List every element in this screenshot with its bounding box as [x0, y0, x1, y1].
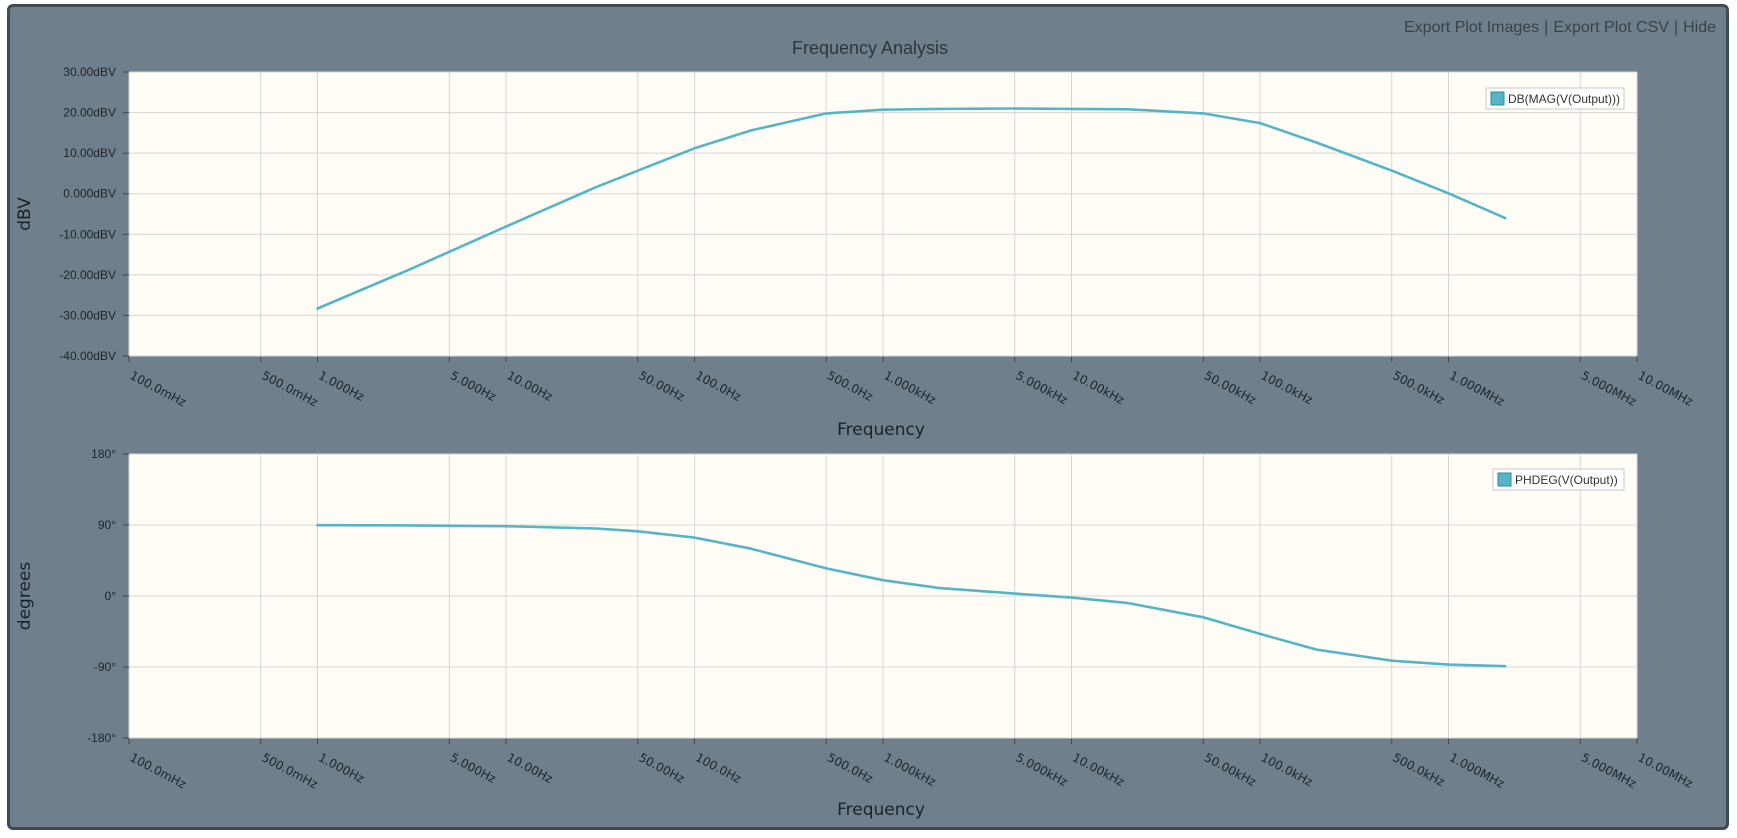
- x-tick-label: 5.000Hz: [448, 750, 498, 786]
- x-tick-label: 50.00Hz: [636, 368, 686, 404]
- x-tick-label: 5.000kHz: [1013, 368, 1070, 407]
- x-tick-label: 5.000kHz: [1013, 750, 1070, 789]
- phase-y-axis-title: degrees: [15, 562, 35, 631]
- y-tick-label: 30.00dBV: [63, 65, 116, 79]
- y-tick-label: -90°: [94, 660, 116, 674]
- y-tick-label: -20.00dBV: [59, 268, 116, 282]
- legend-series-name: PHDEG(V(Output)): [1515, 473, 1618, 487]
- legend-box: [1492, 468, 1625, 491]
- x-tick-label: 1.000kHz: [882, 368, 939, 407]
- magnitude-x-axis-title: Frequency: [837, 420, 925, 440]
- legend-swatch: [1497, 472, 1512, 487]
- magnitude-series: [316, 107, 1507, 310]
- x-tick-label: 500.0Hz: [825, 750, 875, 786]
- x-tick-label: 50.00kHz: [1202, 750, 1259, 789]
- phase-plot: 180°90°0°-90°-180° 100.0mHz 500.0mHz1.000…: [15, 447, 1695, 820]
- x-tick-label: 500.0kHz: [1390, 368, 1447, 407]
- x-tick-label: 10.00Hz: [505, 368, 555, 404]
- x-tick-label: 50.00kHz: [1202, 368, 1259, 407]
- magnitude-y-axis-title: dBV: [15, 197, 35, 231]
- export-plot-csv-link[interactable]: Export Plot CSV: [1553, 19, 1669, 36]
- legend-series-name: DB(MAG(V(Output))): [1508, 92, 1620, 106]
- x-tick-label: 1.000Hz: [316, 750, 366, 786]
- y-tick-label: -30.00dBV: [59, 308, 116, 322]
- x-tick-label: 1.000Hz: [316, 368, 366, 404]
- x-tick-label: 5.000MHz: [1579, 750, 1639, 791]
- y-tick-label: -40.00dBV: [59, 349, 116, 363]
- x-tick-label: 1.000MHz: [1447, 368, 1507, 409]
- magnitude-series-line: [316, 107, 1507, 310]
- x-tick-label: 500.0Hz: [825, 368, 875, 404]
- x-tick-label: 100.0kHz: [1259, 368, 1316, 407]
- magnitude-y-ticks: 30.00dBV 20.00dBV 10.00dBV 0.000dBV -10.00dB…: [59, 65, 116, 363]
- x-tick-label: 10.00kHz: [1070, 750, 1127, 789]
- x-tick-label: 100.0Hz: [693, 368, 743, 404]
- phase-x-axis-title: Frequency: [837, 800, 925, 820]
- x-tick-label: 500.0mHz: [259, 368, 320, 409]
- x-tick-label: 10.00MHz: [1636, 368, 1696, 409]
- x-tick-label: 5.000MHz: [1579, 368, 1639, 409]
- phase-series: [316, 523, 1507, 668]
- y-tick-label: 10.00dBV: [63, 146, 116, 160]
- phase-legend[interactable]: PHDEG(V(Output)): [1492, 468, 1625, 491]
- legend-swatch: [1490, 91, 1505, 106]
- x-tick-label: 500.0mHz: [259, 750, 320, 791]
- x-tick-label: 10.00Hz: [505, 750, 555, 786]
- magnitude-grid: [123, 71, 1638, 362]
- legend-box: [1485, 87, 1625, 110]
- x-tick-label: 1.000MHz: [1447, 750, 1507, 791]
- x-tick-label: 100.0mHz: [128, 750, 189, 791]
- y-tick-label: 20.00dBV: [63, 106, 116, 120]
- toolbar-separator: |: [1673, 19, 1679, 36]
- magnitude-plot: 30.00dBV 20.00dBV 10.00dBV 0.000dBV -10.00dB…: [15, 65, 1695, 440]
- export-plot-images-link[interactable]: Export Plot Images: [1404, 19, 1540, 36]
- x-tick-label: 100.0kHz: [1259, 750, 1316, 789]
- y-tick-label: 90°: [98, 518, 116, 532]
- x-tick-label: 10.00MHz: [1636, 750, 1696, 791]
- x-tick-label: 100.0mHz: [128, 368, 189, 409]
- toolbar-separator: |: [1544, 19, 1549, 36]
- phase-y-ticks: 180° 90° 0° -90° -180°: [87, 447, 116, 745]
- x-tick-label: 500.0kHz: [1390, 750, 1447, 789]
- y-tick-label: 180°: [91, 447, 116, 461]
- y-tick-label: -10.00dBV: [59, 227, 116, 241]
- x-tick-label: 5.000Hz: [448, 368, 498, 404]
- x-tick-label: 50.00Hz: [636, 750, 686, 786]
- phase-series-line: [316, 523, 1507, 668]
- x-tick-label: 10.00kHz: [1070, 368, 1127, 407]
- y-tick-label: 0°: [105, 589, 117, 603]
- plot-toolbar: Export Plot Images | Export Plot CSV | Hide: [1404, 19, 1716, 37]
- hide-link[interactable]: Hide: [1683, 19, 1716, 36]
- magnitude-legend[interactable]: DB(MAG(V(Output))): [1485, 87, 1625, 110]
- y-tick-label: 0.000dBV: [63, 187, 116, 201]
- x-tick-label: 100.0Hz: [693, 750, 743, 786]
- plot-title: Frequency Analysis: [792, 38, 948, 58]
- x-tick-label: 1.000kHz: [882, 750, 939, 789]
- y-tick-label: -180°: [87, 731, 116, 745]
